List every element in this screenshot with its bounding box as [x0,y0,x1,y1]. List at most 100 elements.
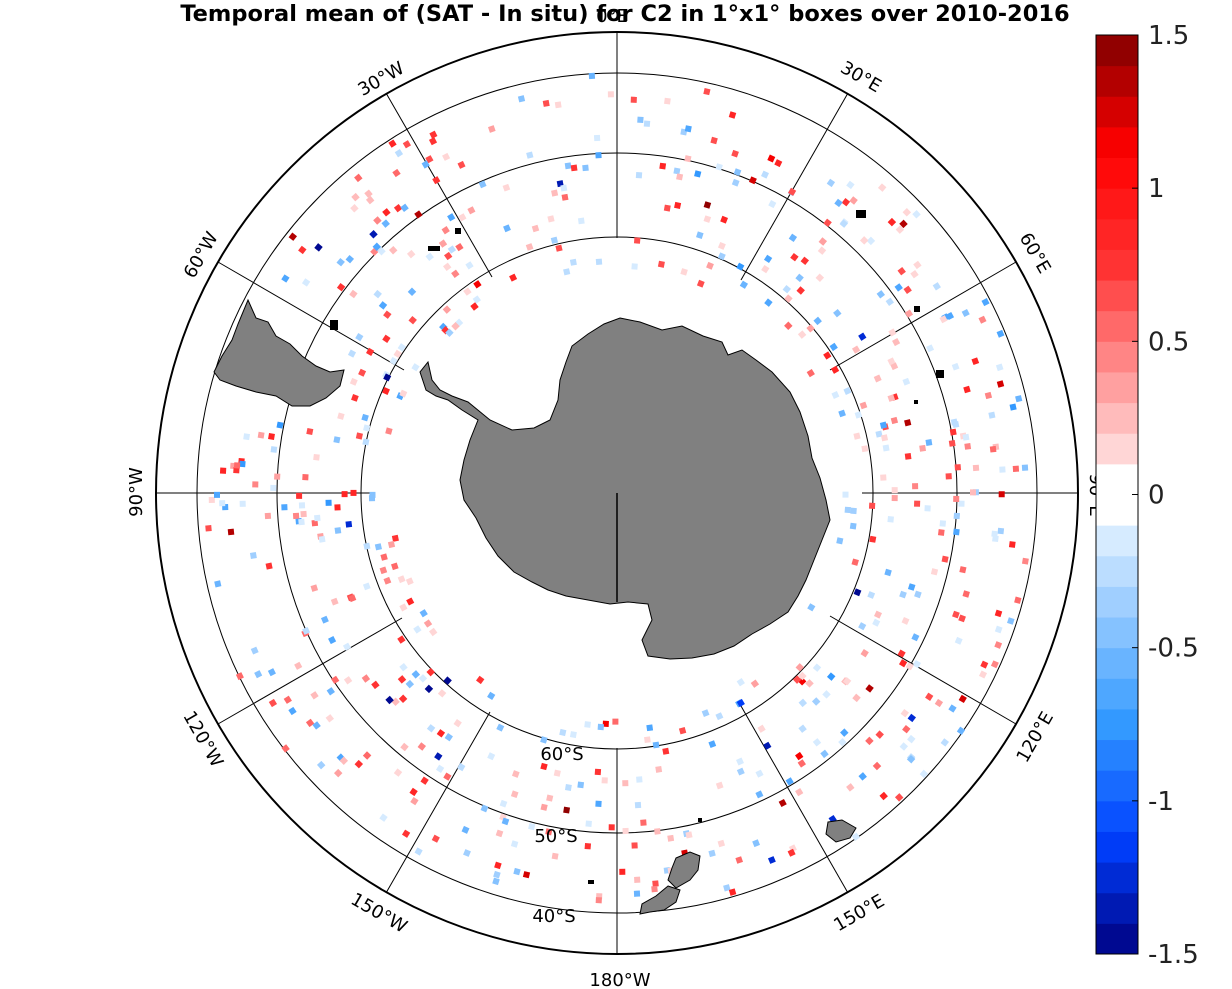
anomaly-cell [925,692,934,701]
colorbar-band [1096,586,1138,618]
anomaly-cell [964,443,972,450]
anomaly-cell [406,249,416,259]
anomaly-cell [715,712,724,721]
anomaly-cell [937,529,945,536]
anomaly-cell [999,466,1006,473]
anomaly-cell [463,287,472,296]
anomaly-cell [288,232,298,241]
colorbar-band [1096,647,1138,679]
anomaly-cell [805,679,814,688]
anomaly-cell [764,298,773,307]
antarctica [419,317,831,660]
anomaly-cell [350,489,357,496]
anomaly-cell [511,770,520,778]
anomaly-cell [644,736,651,744]
anomaly-cell [267,668,276,677]
anomaly-cell [426,724,436,733]
anomaly-cell [553,769,561,777]
anomaly-cell [436,729,446,738]
anomaly-cell [796,286,805,295]
anomaly-cell [510,840,519,848]
anomaly-cell [858,622,867,631]
anomaly-cell [913,260,922,270]
anomaly-cell [205,525,212,532]
anomaly-cell [302,626,311,635]
anomaly-cell [887,217,897,227]
anomaly-cell [281,504,288,511]
colorbar-tick-label: -1.5 [1148,940,1199,970]
anomaly-cell [513,867,521,876]
anomaly-cell [795,663,805,672]
anomaly-cell [790,252,799,262]
anomaly-cell [994,625,1003,634]
anomaly-cell [797,759,806,768]
anomaly-cell [854,411,863,419]
anomaly-cell [330,597,339,606]
anomaly-cell [569,258,577,266]
anomaly-cell [561,193,569,201]
anomaly-cell [1007,617,1015,625]
colorbar-band [1096,678,1138,710]
anomaly-cell [351,394,359,402]
anomaly-cell [851,832,861,841]
anomaly-cell [499,799,508,808]
anomaly-cell [720,215,728,224]
anomaly-cell [731,178,740,187]
colorbar-band [1096,433,1138,465]
anomaly-cell [311,519,319,527]
anomaly-cell [701,709,710,718]
anomaly-cell [347,349,357,358]
anomaly-cell [652,880,659,887]
anomaly-cell [292,512,300,520]
anomaly-cell [391,562,399,571]
anomaly-cell [657,260,665,268]
anomaly-cell [594,768,602,776]
anomaly-cell [306,427,314,436]
anomaly-cell [363,424,371,432]
anomaly-cell [418,674,428,683]
anomaly-cell [684,125,692,133]
anomaly-cell [437,689,447,698]
anomaly-cell [435,764,445,773]
anomaly-cell [633,890,641,897]
anomaly-cell [414,210,423,219]
anomaly-cell [958,614,966,623]
anomaly-cell [884,568,892,577]
anomaly-cell [951,362,960,371]
anomaly-cell [953,528,960,536]
anomaly-cell [348,594,357,603]
anomaly-cell [822,690,831,699]
anomaly-cell [550,236,559,244]
anomaly-cell [655,765,663,773]
anomaly-cell [807,603,816,612]
meridian-150e [740,705,849,894]
anomaly-cell [710,136,718,145]
anomaly-cell [393,768,403,777]
anomaly-cell [268,433,275,440]
anomaly-cell [842,676,852,686]
anomaly-cell [451,269,460,278]
anomaly-cell [850,507,857,515]
anomaly-cell [341,491,348,498]
anomaly-cell [981,298,990,307]
meridian-30e [740,92,849,281]
anomaly-cell [924,505,931,512]
anomaly-cell [703,88,711,96]
anomaly-cell [831,365,840,374]
anomaly-cell [635,171,643,179]
anomaly-cell [345,254,355,264]
anomaly-cell [494,861,502,870]
anomaly-cell [633,237,641,244]
anomaly-cell [895,225,905,234]
anomaly-cell [551,852,559,860]
anomaly-cell [841,197,851,207]
anomaly-cell [350,204,359,213]
anomaly-cell [213,491,221,498]
anomaly-cell [411,670,421,679]
anomaly-cell [517,95,526,103]
anomaly-cell [898,659,908,668]
anomaly-cell [739,280,749,289]
anomaly-cell [276,421,284,429]
anomaly-cell [442,262,452,272]
anomaly-cell [371,680,380,690]
